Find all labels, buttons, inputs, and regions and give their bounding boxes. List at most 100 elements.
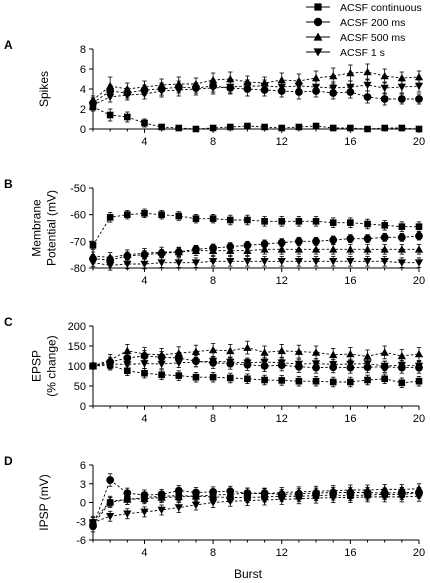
data-point (346, 83, 355, 92)
panel-d: D -6 -3 0 3 6 4 8 12 16 20 IPSP (mV) (4, 454, 425, 559)
data-point (244, 216, 251, 224)
series-square (89, 208, 423, 250)
data-point (174, 86, 183, 95)
data-point (278, 124, 286, 132)
data-point (175, 372, 183, 379)
data-point (414, 245, 424, 253)
data-point (346, 234, 355, 243)
data-point (381, 124, 388, 132)
x-axis-label: Burst (234, 567, 263, 581)
data-point (226, 490, 235, 498)
data-point (277, 258, 286, 266)
data-point (329, 258, 338, 266)
data-point (380, 71, 389, 80)
x-tick-label: 4 (141, 275, 147, 287)
data-point (329, 219, 337, 226)
data-point (363, 485, 372, 494)
data-point (294, 82, 304, 91)
x-tick-label: 12 (276, 547, 288, 559)
data-point (397, 233, 406, 242)
y-tick-label: 200 (68, 321, 86, 333)
data-point (191, 246, 201, 254)
x-tick-label: 20 (413, 275, 425, 287)
data-point (312, 122, 320, 130)
legend-label: ACSF 1 s (340, 47, 385, 59)
legend-label: ACSF continuous (340, 2, 422, 14)
data-point (398, 124, 406, 132)
legend-entry: ACSF 500 ms (306, 32, 405, 44)
data-point (311, 73, 321, 82)
data-point (294, 237, 303, 246)
data-point (363, 67, 372, 76)
data-point (363, 360, 372, 368)
data-point (106, 262, 115, 270)
y-tick-label: -70 (70, 236, 86, 248)
data-point (363, 352, 372, 360)
data-point (141, 369, 148, 377)
data-point (260, 348, 269, 356)
data-point (243, 241, 252, 250)
y-axis-label: IPSP (mV) (37, 474, 51, 530)
series-line (92, 479, 419, 527)
data-point (226, 358, 235, 367)
data-point (209, 124, 217, 132)
data-point (208, 75, 218, 84)
data-point (312, 237, 320, 246)
data-point (141, 119, 148, 127)
data-point (398, 379, 406, 387)
x-tick-label: 8 (210, 275, 216, 287)
data-point (191, 85, 201, 94)
data-point (209, 215, 217, 222)
data-point (124, 367, 131, 375)
y-tick-label: 4 (80, 84, 86, 96)
data-point (244, 375, 251, 383)
legend-marker-square (314, 3, 322, 11)
data-point (158, 211, 165, 218)
panel-letter: D (4, 454, 13, 468)
data-point (261, 376, 268, 384)
data-point (329, 71, 338, 80)
data-point (311, 245, 321, 253)
legend-entry: ACSF continuous (306, 2, 422, 14)
data-point (363, 258, 372, 266)
data-point (157, 87, 166, 96)
x-tick-label: 20 (413, 136, 425, 148)
x-tick-label: 8 (210, 547, 216, 559)
series-circle (89, 349, 423, 374)
series-line (92, 84, 420, 106)
data-point (226, 123, 234, 131)
data-point (311, 360, 321, 368)
x-tick-label: 4 (141, 136, 147, 148)
x-tick-label: 20 (413, 547, 425, 559)
data-point (380, 362, 389, 371)
x-tick-label: 16 (344, 136, 356, 148)
series-triangle-up (88, 244, 424, 263)
data-point (192, 215, 200, 222)
data-point (312, 377, 320, 385)
data-point (381, 375, 388, 383)
x-tick-label: 4 (141, 547, 147, 559)
data-point (157, 80, 166, 89)
data-point (123, 260, 132, 269)
data-point (398, 223, 406, 230)
data-point (191, 501, 201, 510)
data-point (174, 504, 183, 512)
data-point (397, 361, 406, 370)
x-tick-label: 12 (276, 136, 288, 148)
data-point (380, 95, 389, 103)
data-point (364, 125, 371, 133)
legend-label: ACSF 200 ms (340, 17, 405, 29)
legend-marker-triangle-up (313, 32, 323, 41)
legend-marker-circle (313, 17, 323, 27)
data-point (397, 245, 406, 253)
data-point (294, 258, 304, 266)
data-point (294, 495, 304, 503)
data-point (88, 95, 98, 104)
series-triangle-down (88, 355, 424, 372)
data-point (294, 347, 304, 355)
y-tick-label: -3 (76, 516, 86, 528)
data-point (174, 492, 183, 501)
data-point (329, 245, 338, 253)
y-tick-label: 6 (80, 460, 86, 472)
data-point (397, 73, 406, 82)
